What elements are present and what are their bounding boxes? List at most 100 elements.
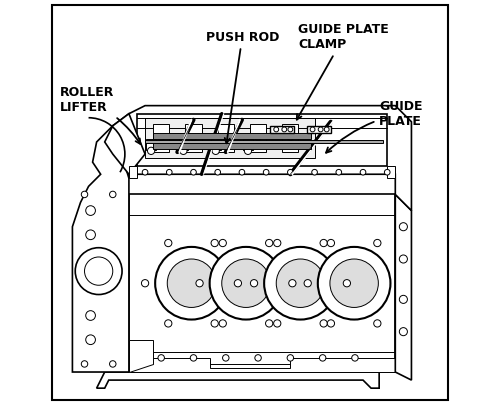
- Polygon shape: [306, 126, 330, 133]
- Circle shape: [196, 279, 203, 287]
- Circle shape: [86, 335, 96, 345]
- Circle shape: [82, 191, 87, 198]
- Circle shape: [110, 361, 116, 367]
- Circle shape: [158, 135, 164, 141]
- Polygon shape: [243, 139, 253, 150]
- Polygon shape: [211, 139, 220, 150]
- Polygon shape: [153, 133, 310, 139]
- Circle shape: [318, 127, 323, 132]
- Polygon shape: [113, 106, 412, 211]
- Polygon shape: [129, 358, 396, 372]
- Circle shape: [75, 248, 122, 294]
- Circle shape: [222, 355, 229, 361]
- Polygon shape: [270, 126, 294, 133]
- Polygon shape: [129, 166, 137, 178]
- Circle shape: [288, 135, 293, 141]
- Polygon shape: [72, 126, 145, 372]
- Circle shape: [255, 355, 262, 361]
- Circle shape: [82, 361, 87, 367]
- Circle shape: [320, 239, 328, 247]
- Circle shape: [219, 239, 226, 247]
- Circle shape: [312, 169, 318, 175]
- Circle shape: [210, 247, 282, 320]
- Circle shape: [234, 279, 242, 287]
- Circle shape: [148, 147, 154, 154]
- Circle shape: [190, 355, 196, 361]
- Text: ROLLER
LIFTER: ROLLER LIFTER: [60, 85, 140, 144]
- Circle shape: [287, 355, 294, 361]
- Circle shape: [222, 259, 270, 307]
- Polygon shape: [282, 124, 298, 152]
- Polygon shape: [178, 139, 188, 150]
- Circle shape: [400, 295, 407, 303]
- Circle shape: [264, 247, 337, 320]
- Circle shape: [211, 320, 218, 327]
- Text: PUSH ROD: PUSH ROD: [206, 30, 279, 143]
- Circle shape: [288, 169, 293, 175]
- Polygon shape: [137, 114, 387, 166]
- Circle shape: [360, 169, 366, 175]
- Circle shape: [211, 239, 218, 247]
- Circle shape: [304, 279, 312, 287]
- Circle shape: [288, 127, 293, 132]
- Polygon shape: [145, 118, 314, 158]
- Polygon shape: [153, 143, 310, 149]
- Circle shape: [274, 127, 278, 132]
- Circle shape: [330, 259, 378, 307]
- Circle shape: [400, 223, 407, 231]
- Polygon shape: [145, 140, 383, 143]
- Circle shape: [266, 320, 273, 327]
- Circle shape: [255, 135, 261, 141]
- Circle shape: [274, 320, 281, 327]
- Circle shape: [264, 169, 269, 175]
- Circle shape: [166, 169, 172, 175]
- Circle shape: [86, 311, 96, 320]
- Circle shape: [244, 147, 252, 154]
- Circle shape: [274, 239, 281, 247]
- Circle shape: [239, 169, 245, 175]
- Circle shape: [84, 257, 113, 285]
- Polygon shape: [104, 114, 145, 174]
- Circle shape: [110, 191, 116, 198]
- Circle shape: [310, 127, 315, 132]
- Circle shape: [328, 239, 334, 247]
- Circle shape: [328, 320, 334, 327]
- Circle shape: [400, 328, 407, 336]
- Circle shape: [374, 320, 381, 327]
- Circle shape: [190, 135, 196, 141]
- Circle shape: [158, 355, 164, 361]
- Circle shape: [164, 239, 172, 247]
- Circle shape: [352, 355, 358, 361]
- Circle shape: [250, 279, 258, 287]
- Circle shape: [282, 127, 286, 132]
- Circle shape: [219, 320, 226, 327]
- Circle shape: [142, 279, 148, 287]
- Polygon shape: [146, 139, 156, 150]
- Circle shape: [190, 169, 196, 175]
- Polygon shape: [186, 124, 202, 152]
- Circle shape: [320, 355, 326, 361]
- Circle shape: [180, 147, 187, 154]
- Polygon shape: [129, 340, 153, 372]
- Circle shape: [212, 147, 220, 154]
- Circle shape: [318, 247, 390, 320]
- Circle shape: [384, 169, 390, 175]
- Polygon shape: [153, 124, 170, 152]
- Circle shape: [374, 239, 381, 247]
- Circle shape: [164, 320, 172, 327]
- Circle shape: [343, 279, 350, 287]
- Polygon shape: [250, 124, 266, 152]
- Circle shape: [168, 259, 216, 307]
- Circle shape: [86, 206, 96, 215]
- Circle shape: [336, 169, 342, 175]
- Polygon shape: [218, 124, 234, 152]
- Polygon shape: [129, 194, 396, 372]
- Circle shape: [142, 169, 148, 175]
- Polygon shape: [96, 372, 379, 388]
- Circle shape: [266, 239, 273, 247]
- Text: GUIDE
PLATE: GUIDE PLATE: [326, 100, 422, 153]
- Circle shape: [86, 230, 96, 240]
- Circle shape: [320, 320, 328, 327]
- Circle shape: [223, 135, 228, 141]
- Polygon shape: [387, 166, 396, 178]
